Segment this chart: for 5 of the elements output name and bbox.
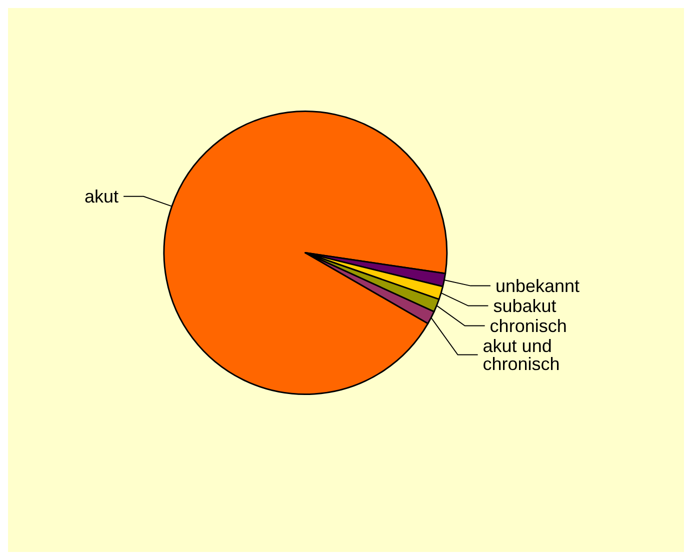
slice-label: akut und chronisch (482, 336, 560, 374)
slice-label: akut (84, 186, 119, 206)
slice-label: unbekannt (495, 276, 580, 296)
slice-label: subakut (493, 296, 556, 316)
slice-label: chronisch (490, 316, 567, 336)
